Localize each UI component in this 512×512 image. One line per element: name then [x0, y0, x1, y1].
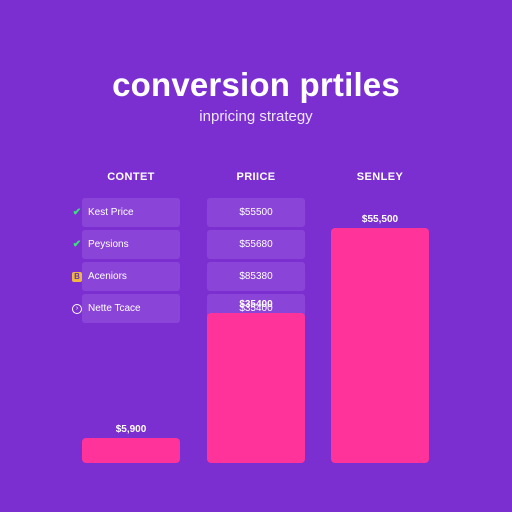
check-icon: ✔ — [72, 238, 82, 250]
bar-priice — [207, 312, 305, 463]
badge-icon: B — [72, 271, 82, 282]
circle-icon: › — [72, 303, 82, 314]
price-cell: $55680 — [239, 239, 273, 250]
chart-subtitle: inpricing strategy — [199, 108, 313, 125]
feature-label: Nette Tcace — [88, 303, 141, 314]
check-icon: ✔ — [72, 206, 82, 218]
chart-title: conversion prtiles — [112, 66, 400, 103]
bar-value-label: $35400 — [239, 298, 273, 310]
price-row-box — [207, 262, 305, 291]
feature-row-box — [82, 262, 180, 291]
price-cell: $55500 — [239, 207, 273, 218]
bar-value-label: $5,900 — [115, 423, 147, 435]
price-cell: $85380 — [239, 271, 273, 282]
column-header-priice: PRIICE — [236, 171, 276, 183]
feature-row-box — [82, 294, 180, 323]
column-header-senley: SENLEY — [356, 171, 404, 183]
column-header-contet: CONTET — [107, 171, 155, 183]
feature-label: Aceniors — [88, 271, 127, 282]
feature-label: Peysions — [88, 239, 129, 250]
price-row-box — [207, 198, 305, 227]
bar-contet — [82, 437, 180, 463]
feature-item: ✔ Peysions — [72, 230, 129, 259]
feature-label: Kest Price — [88, 207, 134, 218]
bar-value-label: $55,500 — [361, 213, 399, 225]
feature-row-box — [82, 230, 180, 259]
bar-senley — [331, 227, 429, 463]
feature-row-box — [82, 198, 180, 227]
price-row-box — [207, 230, 305, 259]
feature-item: › Nette Tcace — [72, 294, 141, 323]
feature-item: ✔ Kest Price — [72, 198, 134, 227]
price-cell: $35400 — [239, 303, 273, 314]
feature-item: B Aceniors — [72, 262, 127, 291]
